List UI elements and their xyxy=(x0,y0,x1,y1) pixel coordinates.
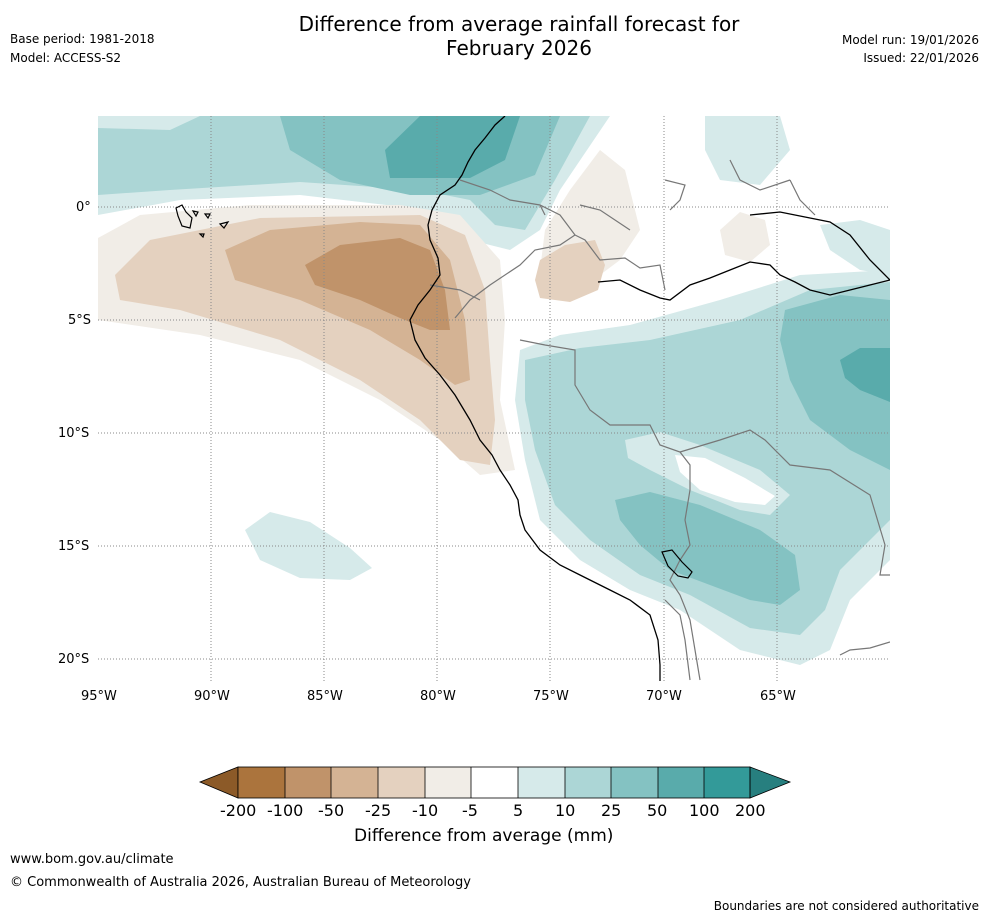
colorbar-bin-2 xyxy=(285,767,331,798)
cb-tick-10: 10 xyxy=(555,801,576,820)
cb-tick-neg50: -50 xyxy=(318,801,345,820)
wet-region-bolivia-light xyxy=(615,492,800,605)
colorbar xyxy=(198,766,792,799)
lat-label-10s: 10°S xyxy=(58,426,90,441)
cb-tick-neg25: -25 xyxy=(365,801,392,820)
cb-tick-neg100: -100 xyxy=(267,801,304,820)
lon-label-70w: 70°W xyxy=(646,689,682,704)
title-line-1: Difference from average rainfall forecas… xyxy=(298,12,740,36)
lat-label-0: 0° xyxy=(76,200,91,215)
colorbar-title: Difference from average (mm) xyxy=(354,826,614,846)
colorbar-extend-high xyxy=(749,766,792,799)
cb-tick-neg5: -5 xyxy=(462,801,478,820)
base-period: Base period: 1981-2018 xyxy=(10,32,155,46)
dry-patch-amazon-pale xyxy=(535,240,605,302)
lon-label-80w: 80°W xyxy=(420,689,456,704)
colorbar-bin-7 xyxy=(518,767,565,798)
cb-tick-25: 25 xyxy=(601,801,622,820)
lon-label-85w: 85°W xyxy=(307,689,343,704)
website-link[interactable]: www.bom.gov.au/climate xyxy=(10,852,174,867)
dry-plume-medium xyxy=(305,238,450,330)
title-line-2: February 2026 xyxy=(446,36,592,60)
rainfall-anomaly-layer xyxy=(98,116,890,681)
lat-label-20s: 20°S xyxy=(58,652,90,667)
copyright-notice: © Commonwealth of Australia 2026, Austra… xyxy=(10,875,471,890)
coastline-west xyxy=(409,116,661,681)
colorbar-bin-8 xyxy=(565,767,611,798)
neutral-gap-inner xyxy=(675,455,775,505)
colorbar-bin-9 xyxy=(611,767,658,798)
issued-date: Issued: 22/01/2026 xyxy=(863,51,979,65)
cb-tick-5: 5 xyxy=(513,801,524,820)
cb-tick-50: 50 xyxy=(647,801,668,820)
colorbar-bin-1 xyxy=(238,767,285,798)
colorbar-bin-3 xyxy=(331,767,378,798)
cb-tick-neg10: -10 xyxy=(412,801,439,820)
colorbar-bin-11 xyxy=(704,767,750,798)
lon-label-95w: 95°W xyxy=(81,689,117,704)
colorbar-bin-6 xyxy=(471,767,518,798)
graticule xyxy=(98,116,890,681)
lon-label-65w: 65°W xyxy=(760,689,796,704)
country-borders xyxy=(429,159,890,681)
colorbar-extend-low xyxy=(198,766,239,799)
lon-label-90w: 90°W xyxy=(194,689,230,704)
wet-region-southeast-medium xyxy=(840,348,890,402)
wet-band-north-medium xyxy=(385,116,520,178)
wet-patch-northeast xyxy=(705,116,790,185)
model-name: Model: ACCESS-S2 xyxy=(10,51,122,65)
galapagos-islands xyxy=(175,204,230,239)
cb-tick-200: 200 xyxy=(735,801,766,820)
boundaries-disclaimer: Boundaries are not considered authoritat… xyxy=(713,899,979,913)
map-title: Difference from average rainfall forecas… xyxy=(244,12,794,60)
lat-label-15s: 15°S xyxy=(58,539,90,554)
wet-region-southeast-light xyxy=(780,295,890,470)
lake-titicaca xyxy=(661,549,693,579)
colorbar-bin-4 xyxy=(378,767,425,798)
coastline-north xyxy=(597,211,890,301)
cb-tick-100: 100 xyxy=(689,801,720,820)
dry-patch-east xyxy=(720,212,770,262)
wet-patch-far-east xyxy=(820,220,890,275)
cb-tick-neg200: -200 xyxy=(220,801,257,820)
colorbar-bin-10 xyxy=(658,767,704,798)
lon-label-75w: 75°W xyxy=(533,689,569,704)
lat-label-5s: 5°S xyxy=(68,313,92,328)
colorbar-bin-5 xyxy=(425,767,471,798)
model-run: Model run: 19/01/2026 xyxy=(841,33,979,47)
